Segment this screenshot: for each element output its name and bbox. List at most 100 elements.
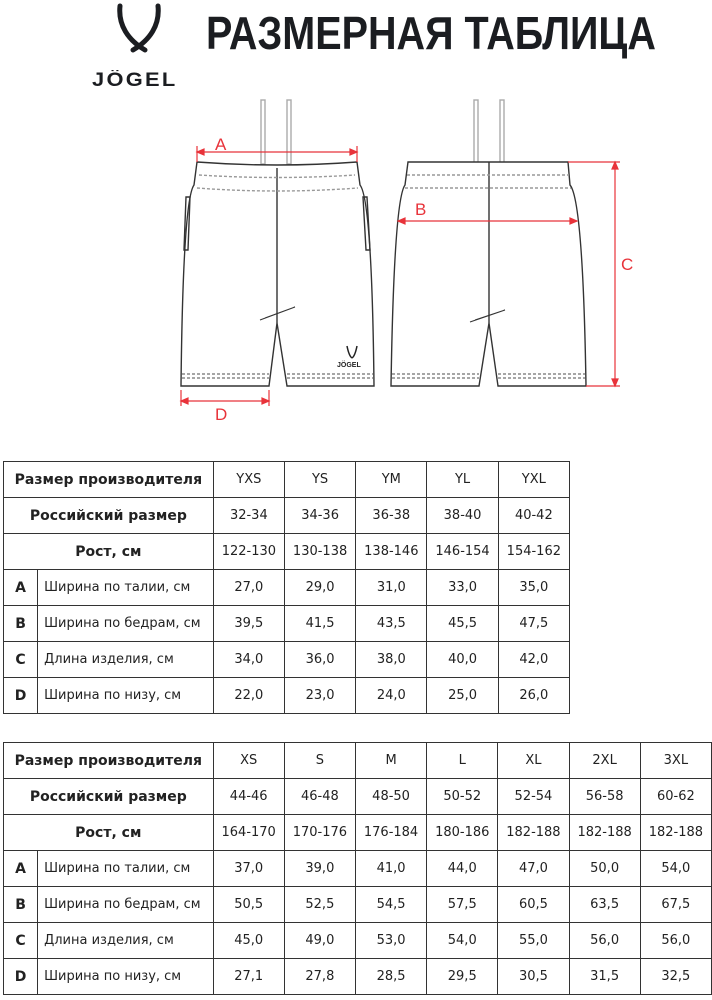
measure-value: 39,0 (283, 850, 356, 887)
russian-size-value: 48-50 (354, 778, 428, 815)
front-shorts (180, 99, 375, 387)
height-value: 180-186 (426, 814, 499, 851)
measure-label: Ширина по бедрам, см (37, 605, 214, 642)
measure-value: 27,0 (212, 569, 285, 606)
measure-letter: B (2, 886, 39, 923)
height-value: 176-184 (354, 814, 428, 851)
dimension-label-a: A (215, 135, 227, 154)
measure-letter: A (2, 850, 39, 887)
measure-row: B Ширина по бедрам, см 39,5 41,5 43,5 45,5 47,… (2, 605, 571, 642)
russian-size-value: 40-42 (497, 497, 571, 534)
measure-value: 37,0 (212, 850, 285, 887)
measure-value: 41,0 (354, 850, 428, 887)
russian-size-value: 32-34 (212, 497, 285, 534)
shorts-diagram: JÖGEL (179, 99, 620, 406)
size-header: YXS (212, 461, 285, 498)
measure-value: 60,5 (497, 886, 570, 923)
measure-value: 54,0 (426, 922, 499, 959)
russian-size-value: 50-52 (426, 778, 499, 815)
measure-value: 33,0 (426, 569, 499, 606)
measure-row: A Ширина по талии, см 27,0 29,0 31,0 33,0 35,0 (2, 569, 571, 606)
measure-label: Ширина по талии, см (37, 850, 214, 887)
height-value: 138-146 (355, 533, 428, 570)
measure-value: 54,5 (354, 886, 428, 923)
measure-value: 56,0 (639, 922, 712, 959)
measure-value: 45,0 (212, 922, 285, 959)
russian-size-value: 56-58 (568, 778, 641, 815)
measure-value: 28,5 (354, 958, 428, 995)
measure-row: D Ширина по низу, см 22,0 23,0 24,0 25,0 26,0 (2, 677, 571, 714)
measure-label: Ширина по бедрам, см (37, 886, 214, 923)
measure-value: 26,0 (497, 677, 571, 714)
russian-size-value: 38-40 (426, 497, 499, 534)
size-header: 2XL (568, 742, 641, 779)
measure-value: 40,0 (426, 641, 499, 678)
measure-value: 29,5 (426, 958, 499, 995)
measure-value: 50,5 (212, 886, 285, 923)
measure-value: 47,5 (497, 605, 571, 642)
measure-letter: D (2, 958, 39, 995)
header-row: Размер производителя YXS YS YM YL YXL (3, 461, 571, 498)
measure-label: Ширина по низу, см (37, 677, 214, 714)
measure-letter: C (2, 922, 39, 959)
page-title: РАЗМЕРНАЯ ТАБЛИЦА (206, 7, 656, 59)
size-header: S (283, 742, 356, 779)
measure-value: 54,0 (639, 850, 712, 887)
dimension-arrows (179, 146, 620, 406)
height-value: 154-162 (497, 533, 571, 570)
measure-label: Длина изделия, см (37, 922, 214, 959)
garment-logo-text: JÖGEL (337, 360, 361, 369)
measure-value: 34,0 (212, 641, 285, 678)
russian-size-value: 36-38 (355, 497, 428, 534)
height-value: 170-176 (283, 814, 356, 851)
brand-logo-text: JÖGEL (92, 70, 178, 91)
measure-label: Ширина по талии, см (37, 569, 214, 606)
measure-value: 42,0 (497, 641, 571, 678)
measure-value: 35,0 (497, 569, 571, 606)
measure-value: 56,0 (568, 922, 641, 959)
measure-row: B Ширина по бедрам, см 50,5 52,5 54,5 57,5 60,… (2, 886, 712, 923)
measure-value: 57,5 (426, 886, 499, 923)
measure-row: A Ширина по талии, см 37,0 39,0 41,0 44,0 47,0… (2, 850, 712, 887)
size-header: XS (212, 742, 285, 779)
height-value: 130-138 (283, 533, 357, 570)
height-value: 182-188 (497, 814, 570, 851)
height-value: 146-154 (426, 533, 499, 570)
measure-row: D Ширина по низу, см 27,1 27,8 28,5 29,5 30,5 3… (2, 958, 712, 995)
russian-size-value: 44-46 (212, 778, 285, 815)
size-header: M (354, 742, 428, 779)
measure-value: 29,0 (283, 569, 357, 606)
height-value: 122-130 (212, 533, 285, 570)
dimension-label-c: C (621, 255, 634, 274)
measure-value: 49,0 (283, 922, 356, 959)
size-header: L (426, 742, 499, 779)
measure-value: 27,1 (212, 958, 285, 995)
size-table-youth: Размер производителя YXS YS YM YL YXL Российск… (2, 461, 571, 714)
measure-value: 50,0 (568, 850, 641, 887)
size-table-adult: Размер производителя XS S M L XL 2XL 3XL Российс… (2, 742, 712, 995)
measure-value: 44,0 (426, 850, 499, 887)
russian-size-value: 52-54 (497, 778, 570, 815)
measure-value: 36,0 (283, 641, 357, 678)
measure-value: 23,0 (283, 677, 357, 714)
measure-value: 43,5 (355, 605, 428, 642)
header-row: Размер производителя XS S M L XL 2XL 3XL (3, 742, 712, 779)
height-label: Рост, см (3, 533, 214, 570)
russian-size-row: Российский размер 44-46 46-48 48-50 50-52 52-… (3, 778, 712, 815)
russian-size-value: 46-48 (283, 778, 356, 815)
measure-value: 63,5 (568, 886, 641, 923)
measure-value: 52,5 (283, 886, 356, 923)
height-row: Рост, см 164-170 170-176 176-184 180-186 182-… (3, 814, 712, 851)
measure-label: Длина изделия, см (37, 641, 214, 678)
height-label: Рост, см (3, 814, 214, 851)
measure-value: 27,8 (283, 958, 356, 995)
measure-value: 45,5 (426, 605, 499, 642)
manufacturer-size-label: Размер производителя (3, 461, 214, 498)
measure-value: 67,5 (639, 886, 712, 923)
size-header: YS (283, 461, 357, 498)
brand-logo-mark (117, 3, 161, 53)
russian-size-value: 34-36 (283, 497, 357, 534)
measure-value: 32,5 (639, 958, 712, 995)
russian-size-label: Российский размер (3, 778, 214, 815)
measure-letter: B (2, 605, 39, 642)
